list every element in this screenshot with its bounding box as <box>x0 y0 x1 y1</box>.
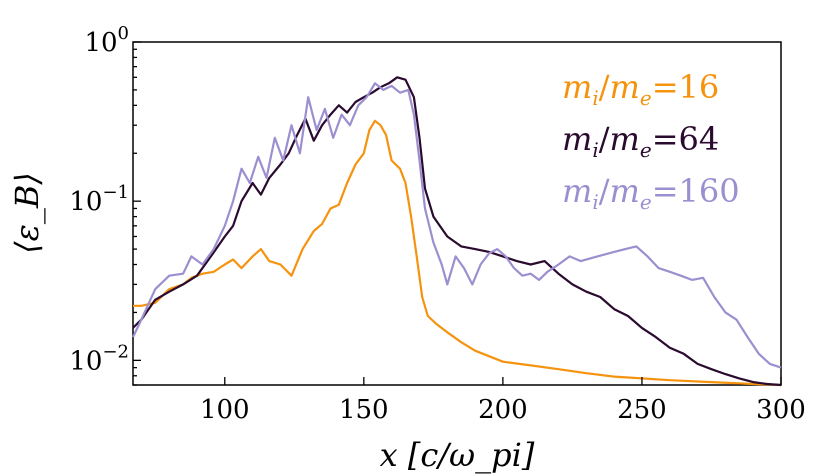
legend-value: 160 <box>679 172 740 210</box>
legend-value: 64 <box>679 120 720 158</box>
legend-m: m <box>610 68 640 106</box>
legend-m: m <box>562 172 592 210</box>
y-tick-labels: 10−2 10−1 100 <box>69 23 129 376</box>
legend-equals: = <box>652 172 679 210</box>
legend-sub-i: i <box>592 86 598 110</box>
y-tick-label: 100 <box>84 23 129 58</box>
series-line-64 <box>132 76 782 387</box>
legend-value: 16 <box>679 68 720 106</box>
y-tick-label: 10−1 <box>69 182 129 217</box>
legend-m: m <box>610 120 640 158</box>
legend-m: m <box>610 172 640 210</box>
legend: mi/me=16 mi/me=64 mi/me=160 <box>562 68 740 214</box>
legend-sub-e: e <box>640 86 652 110</box>
series-line-160 <box>132 82 782 369</box>
x-tick-label: 250 <box>617 395 667 425</box>
legend-equals: = <box>652 68 679 106</box>
x-tick-label: 200 <box>478 395 528 425</box>
legend-sub-i: i <box>592 190 598 214</box>
legend-m: m <box>562 68 592 106</box>
legend-entry-160: mi/me=160 <box>562 172 740 214</box>
legend-sub-e: e <box>640 138 652 162</box>
legend-entry-64: mi/me=64 <box>562 120 719 162</box>
x-tick-label: 150 <box>339 395 389 425</box>
legend-equals: = <box>652 120 679 158</box>
legend-m: m <box>562 120 592 158</box>
x-axis-label: x [c/ω_pi] <box>380 436 535 474</box>
y-tick-exponent: 0 <box>118 23 129 44</box>
tick-layer <box>133 41 782 386</box>
y-tick-base: 10 <box>69 346 102 376</box>
y-tick-base: 10 <box>84 28 117 58</box>
y-tick-label: 10−2 <box>69 341 129 376</box>
legend-sub-i: i <box>592 138 598 162</box>
x-tick-labels: 100 150 200 250 300 <box>200 395 806 425</box>
legend-entry-16: mi/me=16 <box>562 68 719 110</box>
series-layer <box>132 76 782 387</box>
y-tick-exponent: −1 <box>102 182 129 203</box>
legend-slash: / <box>599 120 610 158</box>
legend-slash: / <box>599 68 610 106</box>
y-tick-base: 10 <box>69 187 102 217</box>
plot-frame <box>132 41 782 386</box>
legend-slash: / <box>599 172 610 210</box>
legend-sub-e: e <box>640 190 652 214</box>
y-tick-exponent: −2 <box>102 341 129 362</box>
x-tick-label: 100 <box>200 395 250 425</box>
x-tick-label: 300 <box>756 395 806 425</box>
series-line-16 <box>133 119 782 387</box>
y-axis-label: ⟨ε_B⟩ <box>8 172 46 254</box>
